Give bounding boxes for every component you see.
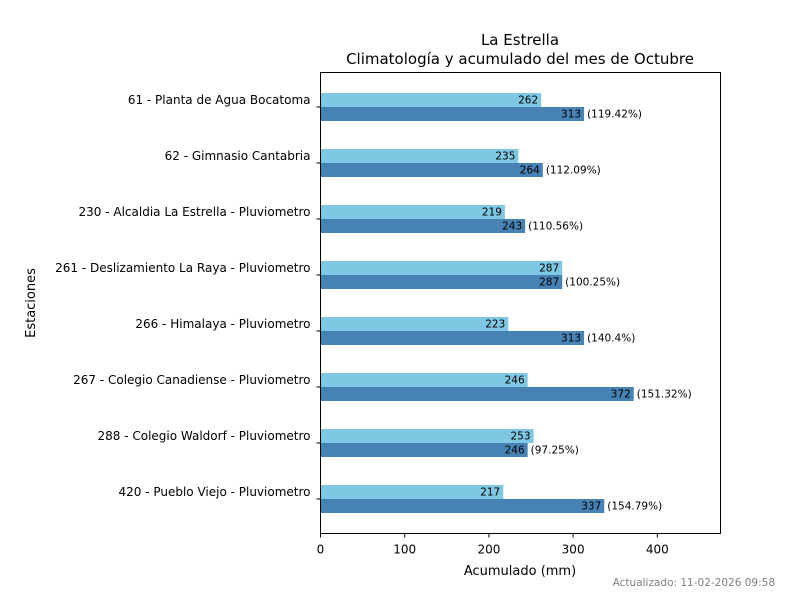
bar-label-acumulado: 287 bbox=[539, 277, 559, 289]
bar-climatologia bbox=[320, 373, 528, 387]
bar-percent-label: (110.56%) bbox=[528, 221, 583, 233]
bar-acumulado bbox=[320, 331, 585, 345]
y-tick-labels: 61 - Planta de Agua Bocatoma 62 - Gimnasi… bbox=[55, 93, 321, 500]
y-tick-label: 62 - Gimnasio Cantabria bbox=[165, 149, 311, 163]
bar-acumulado bbox=[320, 219, 526, 233]
bar-acumulado bbox=[320, 387, 634, 401]
y-tick-label: 420 - Pueblo Viejo - Pluviometro bbox=[118, 485, 310, 499]
y-tick-label: 267 - Colegio Canadiense - Pluviometro bbox=[73, 373, 310, 387]
bar-label-acumulado: 337 bbox=[581, 501, 601, 513]
x-tick-label: 200 bbox=[477, 543, 500, 557]
bar-label-climatologia: 223 bbox=[485, 319, 505, 331]
y-tick-label: 266 - Himalaya - Pluviometro bbox=[135, 317, 310, 331]
bar-climatologia bbox=[320, 317, 509, 331]
bar-label-acumulado: 264 bbox=[520, 165, 540, 177]
bar-label-acumulado: 313 bbox=[561, 109, 581, 121]
bar-label-climatologia: 235 bbox=[495, 151, 515, 163]
bar-label-acumulado: 243 bbox=[502, 221, 522, 233]
bar-climatologia bbox=[320, 205, 505, 219]
bar-acumulado bbox=[320, 499, 605, 513]
bar-climatologia bbox=[320, 261, 563, 275]
y-tick-label: 288 - Colegio Waldorf - Pluviometro bbox=[97, 429, 310, 443]
bar-climatologia bbox=[320, 149, 519, 163]
bar-label-acumulado: 372 bbox=[611, 389, 631, 401]
bar-label-climatologia: 262 bbox=[518, 95, 538, 107]
x-axis-label: Acumulado (mm) bbox=[464, 564, 576, 579]
x-ticks: 0 100 200 300 400 bbox=[317, 533, 669, 557]
x-tick-label: 100 bbox=[393, 543, 416, 557]
x-tick-label: 300 bbox=[562, 543, 585, 557]
chart-title: La Estrella bbox=[481, 31, 559, 49]
y-tick-label: 61 - Planta de Agua Bocatoma bbox=[128, 93, 311, 107]
bar-percent-label: (119.42%) bbox=[587, 109, 642, 121]
bar-acumulado bbox=[320, 443, 528, 457]
bar-acumulado bbox=[320, 107, 585, 121]
bar-label-climatologia: 219 bbox=[482, 207, 502, 219]
bar-percent-label: (154.79%) bbox=[607, 501, 662, 513]
y-tick-label: 261 - Deslizamiento La Raya - Pluviometr… bbox=[55, 261, 310, 275]
bar-percent-label: (112.09%) bbox=[546, 165, 601, 177]
bar-label-climatologia: 287 bbox=[539, 263, 559, 275]
bar-climatologia bbox=[320, 93, 542, 107]
bar-label-climatologia: 246 bbox=[505, 375, 525, 387]
bar-label-climatologia: 217 bbox=[480, 487, 500, 499]
bar-label-acumulado: 313 bbox=[561, 333, 581, 345]
bar-percent-label: (100.25%) bbox=[565, 277, 620, 289]
bar-climatologia bbox=[320, 429, 534, 443]
bar-percent-label: (97.25%) bbox=[531, 445, 579, 457]
plot-frame bbox=[320, 72, 721, 534]
bar-percent-label: (151.32%) bbox=[637, 389, 692, 401]
x-tick-label: 0 bbox=[317, 543, 325, 557]
bar-percent-label: (140.4%) bbox=[587, 333, 635, 345]
updated-timestamp: Actualizado: 11-02-2026 09:58 bbox=[613, 577, 775, 589]
bar-acumulado bbox=[320, 163, 543, 177]
x-tick-label: 400 bbox=[646, 543, 669, 557]
bar-acumulado bbox=[320, 275, 563, 289]
bar-label-acumulado: 246 bbox=[505, 445, 525, 457]
chart-subtitle: Climatología y acumulado del mes de Octu… bbox=[346, 50, 694, 68]
y-tick-label: 230 - Alcaldia La Estrella - Pluviometro bbox=[79, 205, 311, 219]
y-axis-label: Estaciones bbox=[24, 268, 39, 338]
bar-climatologia bbox=[320, 485, 504, 499]
bar-label-climatologia: 253 bbox=[511, 431, 531, 443]
